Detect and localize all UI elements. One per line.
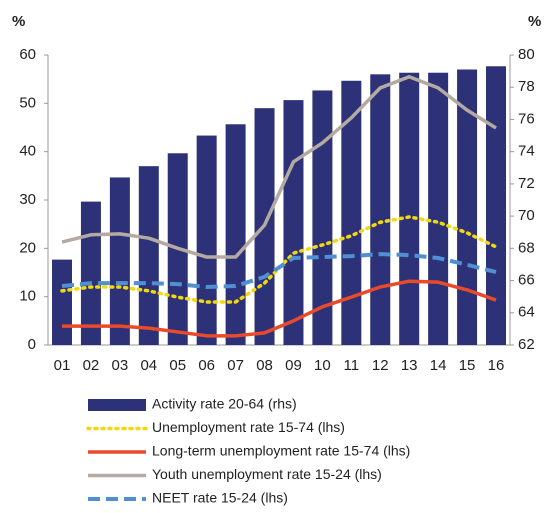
x-tick-label: 03 <box>112 357 129 374</box>
legend-label: Unemployment rate 15-74 (lhs) <box>152 419 345 435</box>
bar <box>80 201 101 345</box>
x-tick-label: 12 <box>372 357 389 374</box>
bar <box>138 166 159 345</box>
line <box>61 252 497 289</box>
bar <box>457 69 478 345</box>
legend-label: NEET rate 15-24 (lhs) <box>152 490 288 506</box>
legend-swatch <box>88 399 146 411</box>
y2-tick-label: 66 <box>518 272 535 289</box>
line <box>62 279 497 338</box>
x-tick-label: 10 <box>314 357 331 374</box>
bar <box>428 72 449 345</box>
bar <box>486 66 506 346</box>
y-tick-label: 0 <box>28 336 36 353</box>
y2-tick-label: 64 <box>518 304 535 321</box>
y-axis-unit: % <box>12 13 25 30</box>
bar <box>399 72 420 345</box>
x-tick-label: 02 <box>83 357 100 374</box>
y2-tick-label: 70 <box>518 207 535 224</box>
x-tick-label: 14 <box>430 357 447 374</box>
y-tick-label: 50 <box>19 94 36 111</box>
bar <box>370 74 391 345</box>
bar <box>312 90 333 345</box>
y2-tick-label: 76 <box>518 110 535 127</box>
y-tick-label: 60 <box>19 46 36 63</box>
y-tick-label: 10 <box>19 288 36 305</box>
x-tick-label: 09 <box>285 357 302 374</box>
bar <box>196 135 217 345</box>
x-tick-label: 01 <box>54 357 71 374</box>
y2-tick-label: 68 <box>518 239 535 256</box>
legend-label: Activity rate 20-64 (rhs) <box>152 396 297 412</box>
bar <box>283 100 304 345</box>
legend-label: Long-term unemployment rate 15-74 (lhs) <box>152 443 410 459</box>
y2-tick-label: 72 <box>518 175 535 192</box>
bar <box>109 177 130 345</box>
bar <box>225 124 246 346</box>
y2-tick-label: 78 <box>518 78 535 95</box>
y2-tick-label: 62 <box>518 336 535 353</box>
x-tick-label: 06 <box>198 357 215 374</box>
x-tick-label: 11 <box>344 357 360 374</box>
line <box>61 75 497 259</box>
y-tick-label: 30 <box>19 191 36 208</box>
x-tick-label: 04 <box>140 357 157 374</box>
x-tick-label: 16 <box>488 357 505 374</box>
x-tick-label: 05 <box>169 357 186 374</box>
y2-tick-label: 80 <box>518 46 535 63</box>
y-tick-label: 20 <box>19 239 36 256</box>
y2-tick-label: 74 <box>518 143 535 160</box>
bar <box>341 80 362 346</box>
x-tick-label: 08 <box>256 357 273 374</box>
y2-axis-unit: % <box>528 13 541 30</box>
bar <box>52 259 72 345</box>
x-tick-label: 13 <box>401 357 418 374</box>
x-tick-label: 15 <box>459 357 476 374</box>
x-tick-label: 07 <box>227 357 244 374</box>
y-tick-label: 40 <box>19 143 36 160</box>
legend-label: Youth unemployment rate 15-24 (lhs) <box>152 466 382 482</box>
